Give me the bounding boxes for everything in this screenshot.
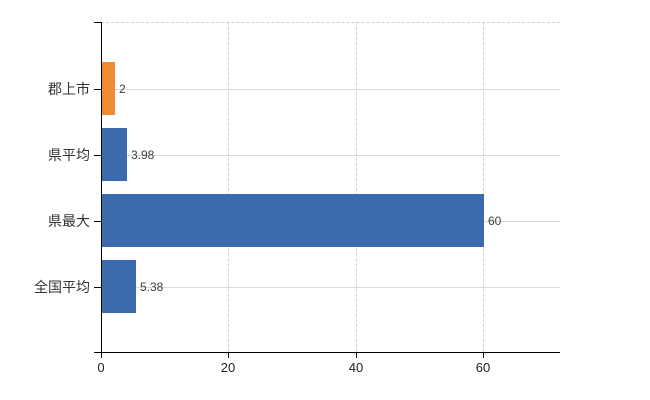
x-axis [94,352,560,353]
y-axis-tick [94,287,101,288]
vertical-gridline [356,22,357,352]
bar [102,128,127,181]
category-label: 全国平均 [34,279,90,295]
horizontal-gridline [101,155,560,156]
bar [102,62,115,115]
horizontal-gridline [101,89,560,90]
x-axis-tick [356,352,357,358]
y-axis [101,22,102,352]
bar [102,194,484,247]
y-axis-top-tick [94,22,101,23]
x-axis-tick [483,352,484,358]
bar-value-label: 3.98 [131,148,155,162]
vertical-gridline [483,22,484,352]
x-tick-label: 40 [348,360,364,375]
y-axis-tick [94,221,101,222]
x-tick-label: 20 [220,360,236,375]
x-axis-tick [228,352,229,358]
bar-value-label: 5.38 [140,280,164,294]
bar-value-label: 60 [488,214,502,228]
category-label: 郡上市 [48,81,90,97]
y-axis-tick [94,155,101,156]
bar [102,260,136,313]
plot-top-border [101,22,560,23]
x-tick-label: 0 [97,360,105,375]
category-label: 県最大 [48,213,90,229]
y-axis-tick [94,89,101,90]
x-tick-label: 60 [475,360,491,375]
horizontal-gridline [101,287,560,288]
x-axis-tick [101,352,102,358]
bar-value-label: 2 [119,82,126,96]
vertical-gridline [228,22,229,352]
category-label: 県平均 [48,147,90,163]
